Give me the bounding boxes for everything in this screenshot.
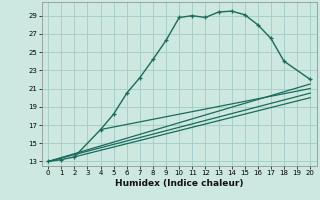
X-axis label: Humidex (Indice chaleur): Humidex (Indice chaleur): [115, 179, 244, 188]
